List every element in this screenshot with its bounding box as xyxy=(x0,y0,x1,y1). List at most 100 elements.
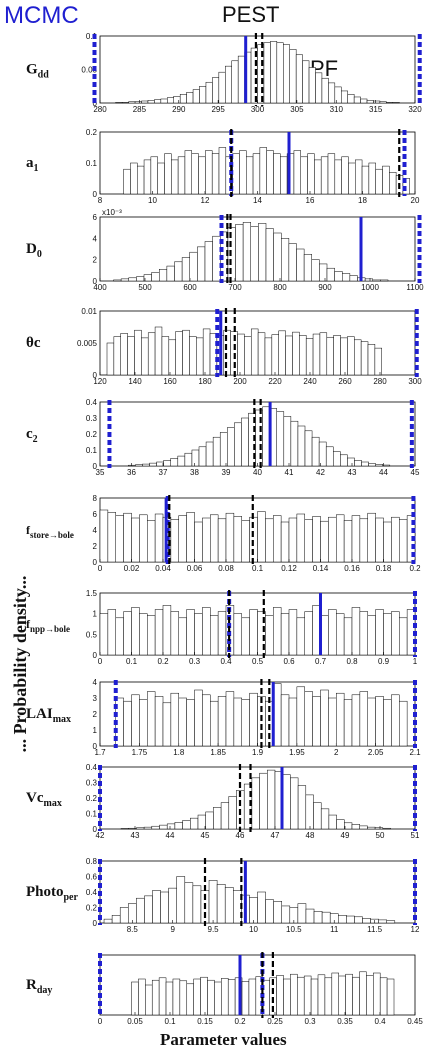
histogram-bar xyxy=(192,885,202,924)
histogram-bar xyxy=(351,515,361,563)
parameter-label: fstore→bole xyxy=(26,523,74,540)
x-tick-label: 40 xyxy=(253,468,262,477)
x-tick-label: 45 xyxy=(201,831,210,840)
x-tick-label: 9.5 xyxy=(208,925,220,934)
x-tick-label: 0.35 xyxy=(337,1017,353,1026)
x-tick-label: 0.25 xyxy=(267,1017,283,1026)
histogram-bar xyxy=(106,342,115,376)
x-tick-label: 0.02 xyxy=(124,564,140,573)
histogram-bar xyxy=(288,517,298,563)
histogram-bar xyxy=(336,514,345,563)
histogram-bar xyxy=(334,271,343,282)
histogram-bar xyxy=(233,613,242,656)
histogram-bar xyxy=(198,446,207,467)
histogram-bar xyxy=(163,460,171,467)
x-tick-label: 0.06 xyxy=(187,564,203,573)
histogram-bar xyxy=(165,981,174,1016)
x-tick-label: 700 xyxy=(228,283,242,292)
histogram-bar xyxy=(288,697,298,747)
histogram-bar xyxy=(237,333,245,376)
x-tick-label: 47 xyxy=(271,831,280,840)
x-tick-label: 51 xyxy=(411,831,420,840)
y-tick-label: 0 xyxy=(93,742,98,751)
histogram-bar xyxy=(154,326,163,376)
histogram-bar xyxy=(196,337,204,376)
histogram-bar xyxy=(366,975,374,1016)
y-tick-label: 8 xyxy=(93,494,98,503)
histogram-bar xyxy=(193,978,201,1016)
histogram-bar xyxy=(297,785,307,830)
histogram-bar xyxy=(194,689,203,747)
histogram-bar xyxy=(142,463,150,467)
histogram-bar xyxy=(137,165,145,195)
histogram-bar xyxy=(130,162,138,195)
histogram-bar xyxy=(235,224,244,282)
histogram-bar xyxy=(218,147,227,195)
histogram-bar xyxy=(252,153,261,195)
histogram-bar xyxy=(378,919,387,924)
x-tick-label: 10.5 xyxy=(286,925,302,934)
y-tick-label: 0.4 xyxy=(86,398,98,407)
histogram-bar xyxy=(391,611,400,656)
histogram-bar xyxy=(382,464,391,467)
histogram-bar xyxy=(186,92,194,104)
x-tick-label: 160 xyxy=(163,377,177,386)
histogram-bar xyxy=(147,100,155,104)
histogram-bar xyxy=(210,615,219,656)
x-tick-label: 300 xyxy=(408,377,422,386)
histogram-bar xyxy=(120,333,128,376)
histogram-bar xyxy=(241,617,250,656)
histogram-bar xyxy=(123,512,132,563)
histogram-bar xyxy=(313,802,322,830)
histogram-bar xyxy=(379,977,388,1016)
y-tick-label: 0.3 xyxy=(86,414,98,423)
parameter-label: Vcmax xyxy=(26,790,62,809)
histogram-bar xyxy=(151,825,160,830)
histogram-bar xyxy=(217,696,227,747)
histogram-bar xyxy=(186,983,194,1016)
x-tick-label: 0.8 xyxy=(346,657,358,666)
x-tick-label: 285 xyxy=(133,105,147,114)
histogram-bar xyxy=(273,901,282,924)
x-tick-label: 37 xyxy=(159,468,168,477)
histogram-bar xyxy=(210,700,219,747)
histogram-bar xyxy=(296,686,305,747)
histogram-bar xyxy=(282,774,291,830)
y-tick-label: 0.2 xyxy=(86,794,98,803)
histogram-bar xyxy=(227,979,236,1016)
y-tick-label: 2 xyxy=(93,256,98,265)
x-tick-label: 49 xyxy=(341,831,350,840)
histogram-bar xyxy=(270,41,278,104)
histogram-bar xyxy=(296,617,305,656)
histogram-bar xyxy=(134,329,142,376)
histogram-bar xyxy=(359,518,368,563)
histogram-bar xyxy=(202,517,211,563)
histogram-bar xyxy=(241,520,250,563)
histogram-bar xyxy=(237,55,245,104)
histogram-bar xyxy=(349,275,358,282)
x-tick-label: 0 xyxy=(98,1017,103,1026)
x-tick-label: 0.15 xyxy=(197,1017,213,1026)
histogram-bar xyxy=(355,159,363,195)
histogram-bar xyxy=(119,907,129,924)
x-tick-label: 240 xyxy=(303,377,317,386)
histogram-bar xyxy=(246,156,254,195)
histogram-bar xyxy=(191,153,199,195)
histogram-bar xyxy=(318,441,327,467)
histogram-bar xyxy=(207,979,215,1016)
histogram-bar xyxy=(167,97,174,104)
x-tick-label: 8.5 xyxy=(127,925,139,934)
histogram-bar xyxy=(276,975,284,1016)
histogram-bar xyxy=(315,72,323,104)
histogram-bar xyxy=(212,436,221,467)
histogram-bar xyxy=(367,615,376,656)
histogram-bar xyxy=(189,251,198,282)
histogram-bar xyxy=(300,156,308,195)
histogram-bar xyxy=(307,153,315,195)
histogram-bar xyxy=(383,521,392,563)
histogram-bar xyxy=(361,165,370,195)
y-tick-label: 4 xyxy=(93,678,98,687)
x-tick-label: 300 xyxy=(251,105,265,114)
histogram-bar xyxy=(184,452,193,467)
histogram-bar xyxy=(170,611,179,656)
